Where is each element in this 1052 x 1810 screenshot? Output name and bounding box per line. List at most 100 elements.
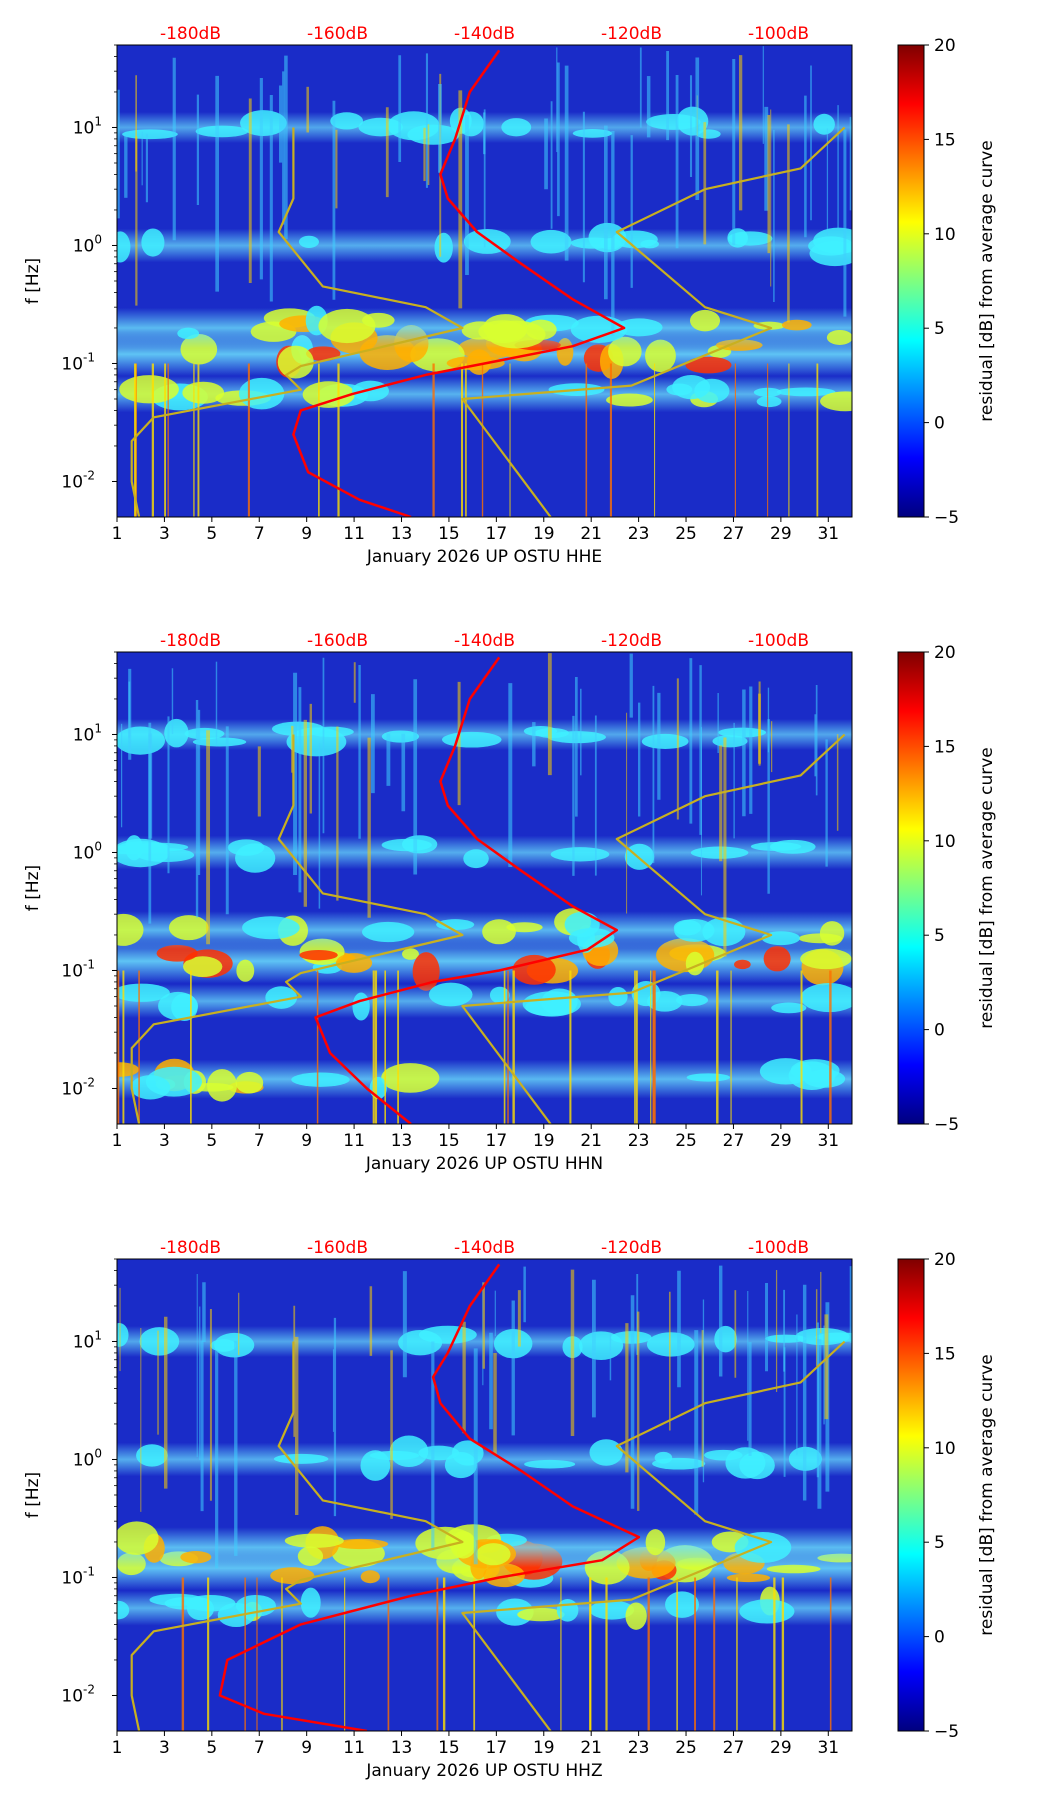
heat-blob: [164, 718, 189, 748]
heat-blob: [381, 730, 420, 743]
heat-blob: [675, 994, 709, 1007]
heat-blob: [418, 1325, 477, 1344]
heat-blob: [589, 1600, 635, 1620]
x-tick-label: 7: [254, 1131, 265, 1151]
colorbar-tick-label: 5: [934, 1533, 945, 1553]
heat-blob: [524, 1459, 576, 1469]
heat-blob: [117, 1323, 129, 1347]
heat-blob: [195, 125, 249, 138]
y-tick-label: 101: [73, 721, 102, 745]
heat-blob: [819, 921, 845, 946]
average-psd-curve: [292, 49, 626, 517]
x-tick-label: 29: [770, 1131, 792, 1151]
heat-blob: [689, 309, 721, 332]
colorbar-tick-label: 15: [934, 130, 956, 150]
x-tick-label: 9: [301, 1131, 312, 1151]
heat-blob: [506, 922, 543, 933]
colorbar-tick-label: 20: [934, 1250, 956, 1270]
x-tick-label: 23: [628, 1131, 650, 1151]
high-noise-model-curve: [461, 1340, 846, 1731]
high-noise-model-curve: [461, 126, 846, 517]
top-db-label: -160dB: [307, 631, 368, 651]
heat-blob: [776, 387, 836, 397]
heat-blob: [240, 110, 287, 136]
spectrogram-plot-area: [117, 653, 852, 1124]
colorbar-tick-label: 15: [934, 1344, 956, 1364]
heat-blob: [781, 319, 812, 331]
heat-blob: [360, 1570, 380, 1584]
x-tick-label: 25: [675, 524, 697, 544]
heat-blob: [299, 949, 338, 961]
heat-blob: [184, 727, 225, 740]
top-db-label: -140dB: [454, 24, 515, 44]
top-db-label: -120dB: [601, 1238, 662, 1258]
x-tick-label: 23: [628, 524, 650, 544]
heat-blob: [652, 1457, 706, 1470]
heat-blob: [800, 982, 852, 1013]
heat-blob: [352, 992, 370, 1021]
heat-blob: [564, 911, 600, 938]
x-tick-label: 27: [723, 1131, 745, 1151]
colorbar-tick-label: 20: [934, 36, 956, 56]
heat-blob: [750, 842, 802, 852]
heat-blob: [117, 838, 170, 868]
heat-blob: [306, 346, 341, 362]
heat-blob: [813, 113, 835, 135]
colorbar: [897, 651, 925, 1125]
heat-blob: [141, 228, 165, 257]
x-tick-label: 27: [723, 1738, 745, 1758]
y-tick-label: 10-1: [61, 957, 95, 981]
x-tick-label: 15: [438, 1131, 460, 1151]
top-db-label: -180dB: [160, 1238, 221, 1258]
heat-blob: [712, 735, 748, 748]
colorbar-tick-label: 0: [934, 1021, 945, 1041]
x-tick-label: 3: [159, 524, 170, 544]
x-axis-label: January 2026 UP OSTU HHN: [365, 1154, 603, 1174]
x-tick-label: 29: [770, 1738, 792, 1758]
heat-blob: [694, 378, 730, 403]
top-db-label: -140dB: [454, 631, 515, 651]
heat-blob: [298, 235, 319, 248]
y-tick-label: 10-1: [61, 350, 95, 374]
colorbar-tick-label: 10: [934, 832, 956, 852]
spectrogram-plot-area: [117, 1263, 852, 1731]
heat-blob: [300, 1587, 321, 1618]
colorbar: [897, 44, 925, 518]
heat-blob: [242, 916, 300, 940]
heat-blob: [605, 393, 653, 407]
heat-blob: [489, 986, 510, 1004]
heat-blob: [434, 232, 453, 263]
heat-blob: [418, 1445, 460, 1461]
x-tick-label: 19: [533, 1131, 555, 1151]
x-tick-label: 7: [254, 1738, 265, 1758]
heat-blob: [236, 959, 255, 982]
x-tick-label: 17: [486, 1131, 508, 1151]
colorbar-label: residual [dB] from average curve: [977, 1354, 997, 1635]
heat-blob: [156, 945, 198, 962]
heat-blob: [641, 733, 689, 749]
heat-blob: [381, 1063, 440, 1093]
colorbar-tick-label: 0: [934, 414, 945, 434]
x-tick-label: 9: [301, 1738, 312, 1758]
heat-blob: [483, 1563, 525, 1588]
colorbar-tick-label: 10: [934, 1439, 956, 1459]
colorbar-tick-label: 5: [934, 319, 945, 339]
x-tick-label: 1: [112, 1738, 123, 1758]
y-tick-label: 10-2: [61, 1075, 95, 1099]
x-tick-label: 11: [343, 1131, 365, 1151]
heat-blob: [145, 1066, 202, 1097]
heat-blob: [318, 308, 376, 344]
spectrogram-plot-area: [117, 46, 852, 517]
average-psd-curve: [314, 656, 619, 1124]
heat-blob: [284, 1533, 344, 1548]
top-db-label: -120dB: [601, 24, 662, 44]
heat-blob: [442, 731, 502, 748]
heat-blob: [270, 1567, 315, 1585]
x-tick-label: 13: [391, 1131, 413, 1151]
heat-blob: [291, 1072, 350, 1087]
heat-blob: [136, 1444, 168, 1467]
low-noise-model-curve: [130, 734, 464, 1124]
heat-blob: [238, 377, 285, 410]
